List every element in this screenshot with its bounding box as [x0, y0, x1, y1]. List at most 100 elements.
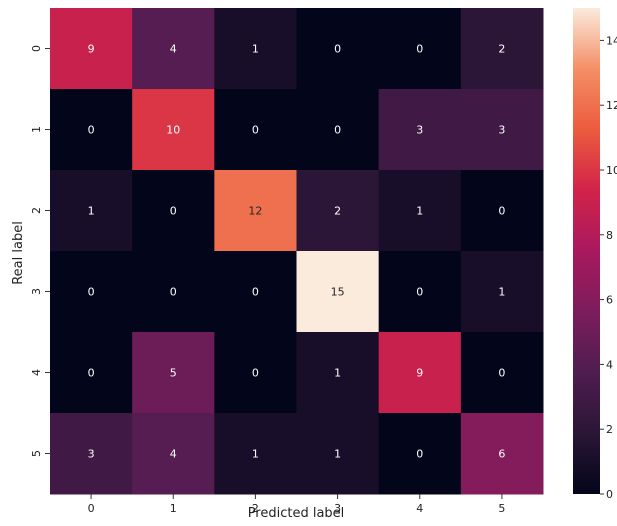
- heatmap-cell-labels: 9 4 1 0 0 20 10 0 0 3 31 0 12 2 1 00 0 0 15 0 10 5 0 1 9 03 4 1 1 0 6: [88, 43, 506, 461]
- colorbar-tick-label: 2: [606, 423, 613, 436]
- colorbar-tick-label: 6: [606, 294, 613, 307]
- colorbar-tick-label: 4: [606, 358, 613, 371]
- heatmap-cell-r1-c1: [132, 89, 215, 171]
- x-tick-label: 3: [334, 502, 341, 515]
- cell-value-label: 1: [498, 286, 505, 299]
- y-tick-label: 2: [30, 207, 43, 214]
- y-axis-label: Real label: [11, 221, 26, 285]
- heatmap-cell-r4-c4: [378, 332, 462, 414]
- colorbar-ticks: 0 2 4 6 8 10 12 14: [600, 34, 617, 501]
- heatmap-cell-r5-c4: [378, 413, 462, 495]
- cell-value-label: 9: [88, 43, 95, 56]
- cell-value-label: 0: [416, 43, 423, 56]
- colorbar-tick-label: 0: [606, 488, 613, 501]
- y-tick-label: 3: [30, 288, 43, 295]
- colorbar-tick-label: 10: [606, 164, 617, 177]
- heatmap-cell-r2-c4: [378, 170, 462, 252]
- cell-value-label: 6: [498, 448, 505, 461]
- heatmap-cell-r4-c3: [296, 332, 380, 414]
- cell-value-label: 1: [252, 448, 259, 461]
- cell-value-label: 0: [88, 367, 95, 380]
- x-tick-label: 1: [170, 502, 177, 515]
- heatmap-cell-r0-c1: [132, 8, 215, 90]
- cell-value-label: 0: [252, 124, 259, 137]
- cell-value-label: 0: [416, 448, 423, 461]
- x-axis-label: Predicted label: [248, 506, 345, 521]
- cell-value-label: 0: [334, 124, 341, 137]
- heatmap-cells: [50, 8, 544, 495]
- x-tick-label: 0: [88, 502, 95, 515]
- heatmap-cell-r3-c0: [50, 251, 133, 333]
- cell-value-label: 12: [248, 205, 262, 218]
- cell-value-label: 0: [498, 205, 505, 218]
- colorbar: 0 2 4 6 8 10 12 14: [573, 8, 617, 501]
- cell-value-label: 3: [416, 124, 423, 137]
- y-tick-label: 1: [30, 126, 43, 133]
- cell-value-label: 9: [416, 367, 423, 380]
- x-tick-label: 4: [416, 502, 423, 515]
- cell-value-label: 2: [498, 43, 505, 56]
- heatmap-cell-r2-c3: [296, 170, 380, 252]
- heatmap-cell-r5-c2: [214, 413, 297, 495]
- colorbar-gradient: [573, 8, 600, 494]
- x-tick-label: 2: [252, 502, 259, 515]
- cell-value-label: 3: [88, 448, 95, 461]
- y-tick-label: 0: [30, 45, 43, 52]
- heatmap-cell-r2-c0: [50, 170, 133, 252]
- heatmap-cell-r3-c4: [378, 251, 462, 333]
- cell-value-label: 0: [252, 367, 259, 380]
- cell-value-label: 3: [498, 124, 505, 137]
- heatmap-cell-r4-c5: [460, 332, 544, 414]
- heatmap-cell-r1-c2: [214, 89, 297, 171]
- x-tick-label: 5: [498, 502, 505, 515]
- y-tick-label: 5: [30, 450, 43, 457]
- heatmap-cell-r2-c5: [460, 170, 544, 252]
- heatmap-cell-r5-c1: [132, 413, 215, 495]
- cell-value-label: 15: [331, 286, 345, 299]
- heatmap-cell-r0-c5: [460, 8, 544, 90]
- heatmap-cell-r3-c3: [296, 251, 380, 333]
- cell-value-label: 0: [498, 367, 505, 380]
- heatmap-cell-r3-c2: [214, 251, 297, 333]
- heatmap-cell-r2-c2: [214, 170, 297, 252]
- cell-value-label: 0: [334, 43, 341, 56]
- heatmap-cell-r1-c0: [50, 89, 133, 171]
- cell-value-label: 2: [334, 205, 341, 218]
- heatmap-cell-r0-c0: [50, 8, 133, 90]
- cell-value-label: 10: [166, 124, 180, 137]
- cell-value-label: 0: [88, 124, 95, 137]
- cell-value-label: 0: [416, 286, 423, 299]
- heatmap-cell-r5-c5: [460, 413, 544, 495]
- heatmap-cell-r3-c5: [460, 251, 544, 333]
- heatmap-cell-r1-c4: [378, 89, 462, 171]
- colorbar-tick-label: 12: [606, 99, 617, 112]
- colorbar-tick-label: 8: [606, 229, 613, 242]
- heatmap-cell-r5-c3: [296, 413, 380, 495]
- y-tick-label: 4: [30, 369, 43, 376]
- heatmap-cell-r4-c2: [214, 332, 297, 414]
- heatmap-cell-r1-c3: [296, 89, 380, 171]
- heatmap-cell-r1-c5: [460, 89, 544, 171]
- cell-value-label: 0: [170, 205, 177, 218]
- heatmap-cell-r0-c2: [214, 8, 297, 90]
- colorbar-tick-label: 14: [606, 34, 617, 47]
- heatmap-cell-r4-c1: [132, 332, 215, 414]
- heatmap-cell-r5-c0: [50, 413, 133, 495]
- cell-value-label: 0: [88, 286, 95, 299]
- heatmap-cell-r0-c3: [296, 8, 380, 90]
- cell-value-label: 1: [416, 205, 423, 218]
- heatmap-cell-r4-c0: [50, 332, 133, 414]
- cell-value-label: 0: [170, 286, 177, 299]
- cell-value-label: 4: [170, 448, 177, 461]
- cell-value-label: 1: [88, 205, 95, 218]
- heatmap-cell-r2-c1: [132, 170, 215, 252]
- cell-value-label: 1: [334, 367, 341, 380]
- cell-value-label: 5: [170, 367, 177, 380]
- cell-value-label: 1: [334, 448, 341, 461]
- heatmap-cell-r0-c4: [378, 8, 462, 90]
- cell-value-label: 4: [170, 43, 177, 56]
- cell-value-label: 1: [252, 43, 259, 56]
